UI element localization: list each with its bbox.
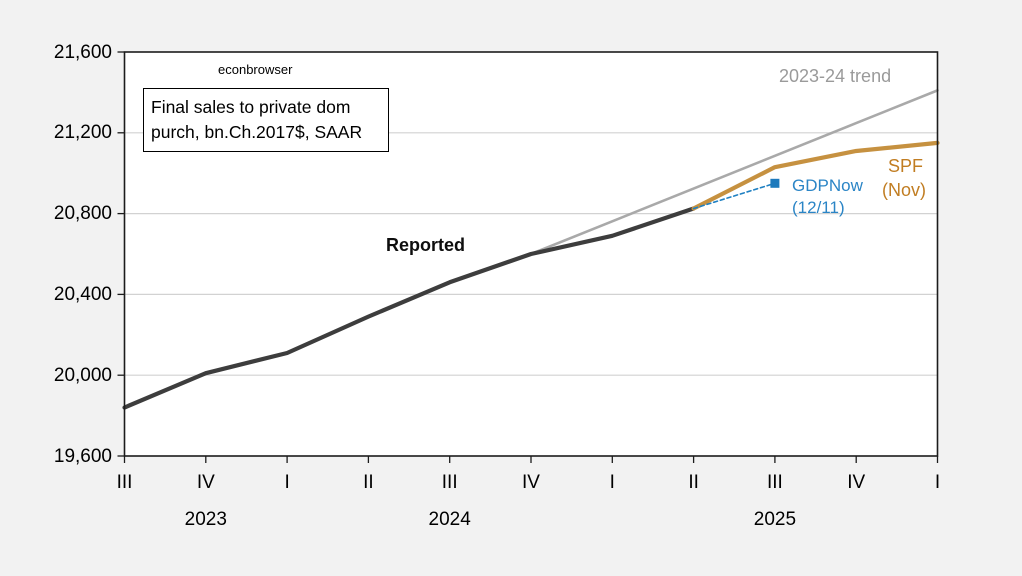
x-axis-quarter-label: II <box>363 472 374 493</box>
gdpnow-series-label-line2: (12/11) <box>792 198 845 217</box>
y-axis-label: 20,400 <box>53 283 112 305</box>
y-axis-label: 20,000 <box>53 364 112 386</box>
x-axis-quarter-label: IV <box>847 472 866 493</box>
x-axis-quarter-label: III <box>441 472 458 493</box>
chart-note-line1: Final sales to private dom <box>151 97 351 117</box>
gdpnow-series-label-line1: GDPNow <box>792 176 863 195</box>
x-axis-year-label: 2025 <box>753 509 797 530</box>
x-axis-quarter-label: III <box>116 472 133 493</box>
x-axis-quarter-label: I <box>934 472 941 493</box>
x-axis-quarter-label: III <box>766 472 783 493</box>
x-axis-year-label: 2024 <box>428 509 471 530</box>
y-axis-label: 21,200 <box>53 122 112 144</box>
x-axis-quarter-label: II <box>688 472 699 493</box>
x-axis-quarter-label: I <box>284 472 290 493</box>
reported-series-label: Reported <box>386 235 466 255</box>
chart-note-line2: purch, bn.Ch.2017$, SAAR <box>151 122 363 142</box>
series-gdpnow-12-11 <box>692 182 776 210</box>
gdpnow-marker <box>770 178 780 188</box>
y-axis-label: 21,600 <box>53 41 112 63</box>
x-axis-year-label: 2023 <box>184 509 227 530</box>
y-axis-label: 19,600 <box>53 445 112 467</box>
series-reported <box>122 206 696 410</box>
spf-series-label-line2: (Nov) <box>882 180 926 200</box>
series-2023-24-trend <box>529 89 939 256</box>
x-axis-quarter-label: IV <box>196 472 215 493</box>
chart-note-box: Final sales to private dom purch, bn.Ch.… <box>143 88 389 152</box>
series-spf-nov <box>691 140 940 211</box>
y-axis-label: 20,800 <box>53 203 112 225</box>
spf-series-label-line1: SPF <box>888 156 924 176</box>
x-axis-quarter-label: IV <box>522 472 540 493</box>
watermark-econbrowser: econbrowser <box>218 62 293 77</box>
trend-series-label: 2023-24 trend <box>779 66 892 86</box>
x-axis-quarter-label: I <box>609 472 615 493</box>
